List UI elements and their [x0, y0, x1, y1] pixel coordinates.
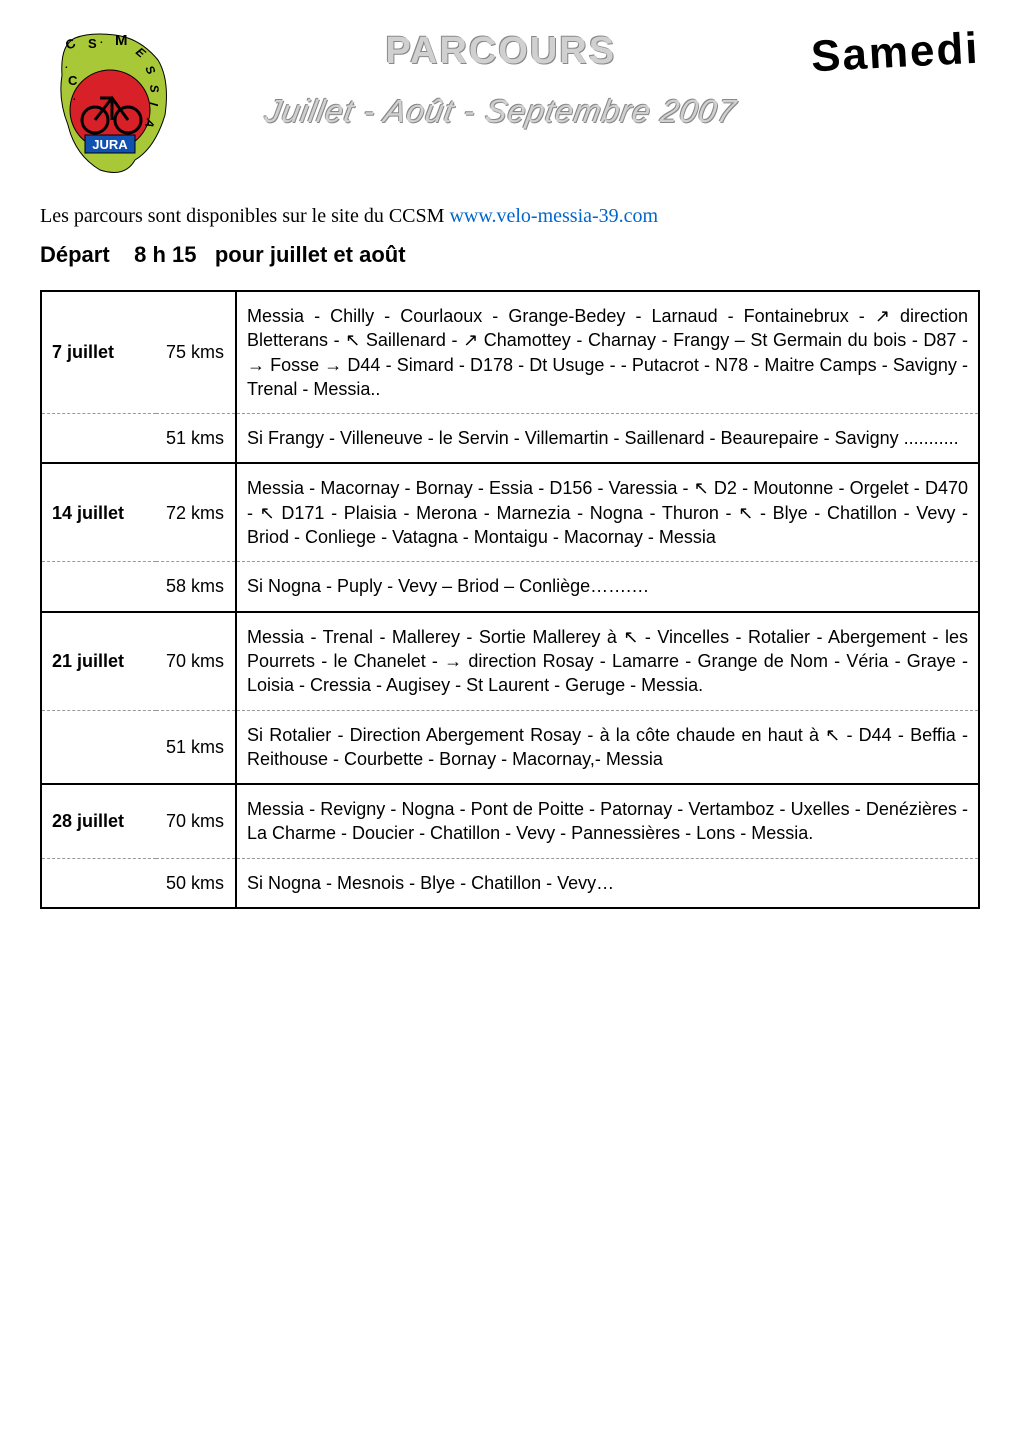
- depart-line: Départ 8 h 15 pour juillet et août: [40, 242, 980, 268]
- distance-cell: 70 kms: [156, 612, 236, 710]
- distance-cell: 75 kms: [156, 291, 236, 414]
- title-subtitle: Juillet - Août - Septembre 2007: [187, 93, 815, 130]
- route-cell: Messia - Revigny - Nogna - Pont de Poitt…: [236, 784, 979, 858]
- schedule-row-alt: 51 kms Si Frangy - Villeneuve - le Servi…: [41, 414, 979, 464]
- schedule-row: 7 juillet 75 kms Messia - Chilly - Courl…: [41, 291, 979, 414]
- date-cell: 21 juillet: [52, 651, 124, 671]
- club-logo: JURA C . C . S . M E S S I A: [40, 20, 190, 180]
- alt-distance-cell: 51 kms: [156, 710, 236, 784]
- svg-text:.: .: [73, 92, 76, 103]
- date-cell: 14 juillet: [52, 503, 124, 523]
- distance-cell: 72 kms: [156, 463, 236, 561]
- alt-distance-cell: 58 kms: [156, 562, 236, 612]
- schedule-row: 28 juillet 70 kms Messia - Revigny - Nog…: [41, 784, 979, 858]
- date-cell: 28 juillet: [52, 811, 124, 831]
- depart-note: pour juillet et août: [215, 242, 406, 267]
- header-row: JURA C . C . S . M E S S I A PARCOURS Ju…: [40, 20, 980, 180]
- alt-route-cell: Si Nogna - Mesnois - Blye - Chatillon - …: [236, 858, 979, 908]
- svg-text:S: S: [147, 84, 162, 93]
- date-cell: 7 juillet: [52, 342, 114, 362]
- alt-route-cell: Si Rotalier - Direction Abergement Rosay…: [236, 710, 979, 784]
- logo-svg: JURA C . C . S . M E S S I A: [40, 20, 190, 180]
- svg-text:.: .: [100, 35, 103, 46]
- intro-text: Les parcours sont disponibles sur le sit…: [40, 205, 980, 228]
- depart-time: 8 h 15: [134, 242, 196, 267]
- schedule-table: 7 juillet 75 kms Messia - Chilly - Courl…: [40, 290, 980, 909]
- svg-text:M: M: [115, 32, 128, 49]
- intro-link[interactable]: www.velo-messia-39.com: [449, 205, 658, 227]
- day-label: Samedi: [810, 24, 981, 83]
- svg-text:C: C: [68, 73, 78, 88]
- distance-cell: 70 kms: [156, 784, 236, 858]
- title-block: PARCOURS Juillet - Août - Septembre 2007: [190, 20, 811, 130]
- route-cell: Messia - Trenal - Mallerey - Sortie Mall…: [236, 612, 979, 710]
- schedule-row: 14 juillet 72 kms Messia - Macornay - Bo…: [41, 463, 979, 561]
- svg-text:S: S: [88, 36, 97, 51]
- alt-distance-cell: 50 kms: [156, 858, 236, 908]
- alt-route-cell: Si Frangy - Villeneuve - le Servin - Vil…: [236, 414, 979, 464]
- alt-route-cell: Si Nogna - Puply - Vevy – Briod – Conliè…: [236, 562, 979, 612]
- schedule-row-alt: 51 kms Si Rotalier - Direction Abergemen…: [41, 710, 979, 784]
- logo-jura-text: JURA: [92, 137, 128, 152]
- schedule-row: 21 juillet 70 kms Messia - Trenal - Mall…: [41, 612, 979, 710]
- schedule-row-alt: 58 kms Si Nogna - Puply - Vevy – Briod –…: [41, 562, 979, 612]
- title-main: PARCOURS: [190, 30, 811, 73]
- alt-distance-cell: 51 kms: [156, 414, 236, 464]
- svg-text:.: .: [65, 60, 68, 71]
- route-cell: Messia - Chilly - Courlaoux - Grange-Bed…: [236, 291, 979, 414]
- schedule-row-alt: 50 kms Si Nogna - Mesnois - Blye - Chati…: [41, 858, 979, 908]
- route-cell: Messia - Macornay - Bornay - Essia - D15…: [236, 463, 979, 561]
- depart-label: Départ: [40, 242, 110, 267]
- intro-prefix: Les parcours sont disponibles sur le sit…: [40, 205, 449, 227]
